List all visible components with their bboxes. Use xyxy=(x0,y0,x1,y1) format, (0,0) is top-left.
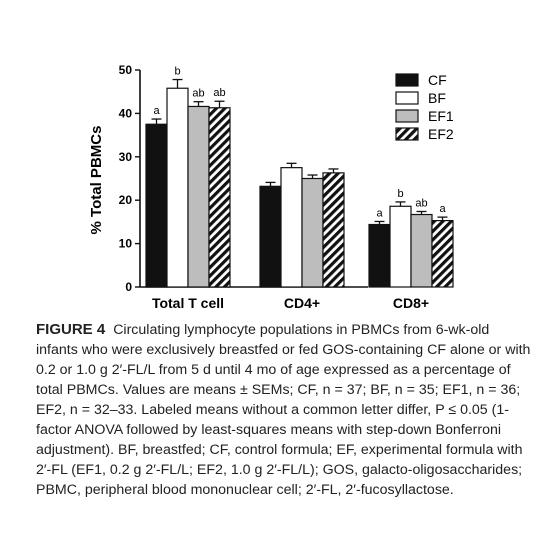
category-label: CD4+ xyxy=(284,295,320,311)
bar-bf xyxy=(280,167,303,288)
bar-bf xyxy=(166,87,189,288)
legend-swatch-ef1 xyxy=(395,109,419,123)
y-tick-label: 0 xyxy=(125,280,132,294)
legend-label-ef1: EF1 xyxy=(428,108,454,124)
significance-letter: b xyxy=(397,188,403,200)
category-label: CD8+ xyxy=(393,295,429,311)
category-label: Total T cell xyxy=(152,295,224,311)
legend-label-bf: BF xyxy=(428,90,446,106)
y-tick-label: 50 xyxy=(119,63,133,77)
y-tick-label: 20 xyxy=(119,193,133,207)
legend-label-ef2: EF2 xyxy=(428,126,454,142)
bar-ef2 xyxy=(322,172,345,288)
significance-letter: ab xyxy=(213,87,225,99)
bar-cf xyxy=(368,223,391,288)
bar-cf xyxy=(145,123,168,288)
bar-ef2 xyxy=(431,219,454,288)
y-axis-label: % Total PBMCs xyxy=(88,126,105,235)
legend-swatch-ef2 xyxy=(395,127,419,141)
bar-ef2 xyxy=(208,107,231,288)
legend-swatch-cf xyxy=(395,73,419,87)
significance-letter: ab xyxy=(415,197,427,209)
bar-ef1 xyxy=(410,213,433,288)
legend: CF BF EF1 EF2 xyxy=(395,72,454,142)
significance-letter: a xyxy=(376,207,383,219)
bar-ef1 xyxy=(301,177,324,288)
figure-label: FIGURE 4 xyxy=(36,321,106,338)
y-tick-label: 10 xyxy=(119,237,133,251)
bar-bf xyxy=(389,205,412,288)
legend-swatch-bf xyxy=(395,91,419,105)
significance-letter: ab xyxy=(192,88,204,100)
significance-letter: b xyxy=(174,66,180,78)
significance-letter: a xyxy=(439,203,446,215)
significance-letter: a xyxy=(153,105,160,117)
bar-cf xyxy=(259,185,282,288)
y-tick-label: 30 xyxy=(119,150,133,164)
caption-text: Circulating lymphocyte populations in PB… xyxy=(36,322,531,498)
legend-label-cf: CF xyxy=(428,72,447,88)
figure-caption: FIGURE 4 Circulating lymphocyte populatio… xyxy=(36,320,532,500)
bar-ef1 xyxy=(187,105,210,288)
y-tick-label: 40 xyxy=(119,106,133,120)
